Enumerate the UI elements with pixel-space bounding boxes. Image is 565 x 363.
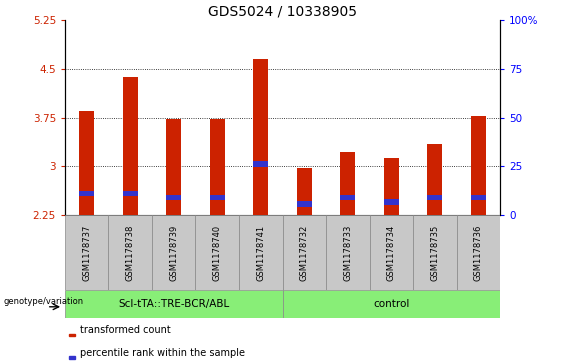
Bar: [457, 215, 500, 290]
Bar: [152, 215, 195, 290]
Text: transformed count: transformed count: [80, 325, 171, 335]
Bar: [166, 119, 181, 215]
Bar: [69, 334, 76, 336]
Bar: [79, 111, 94, 215]
Text: GSM1178735: GSM1178735: [431, 224, 439, 281]
Text: control: control: [373, 299, 410, 309]
Bar: [166, 195, 181, 200]
Bar: [297, 168, 312, 215]
Text: GSM1178737: GSM1178737: [82, 224, 91, 281]
Bar: [253, 162, 268, 167]
Bar: [123, 77, 138, 215]
Bar: [253, 59, 268, 215]
Bar: [282, 215, 326, 290]
Bar: [370, 215, 413, 290]
Text: Scl-tTA::TRE-BCR/ABL: Scl-tTA::TRE-BCR/ABL: [118, 299, 229, 309]
Bar: [123, 191, 138, 196]
Bar: [297, 201, 312, 207]
Text: GSM1178739: GSM1178739: [170, 224, 178, 281]
Bar: [427, 195, 442, 200]
Text: GSM1178733: GSM1178733: [344, 224, 352, 281]
Bar: [239, 215, 282, 290]
Bar: [413, 215, 457, 290]
Title: GDS5024 / 10338905: GDS5024 / 10338905: [208, 5, 357, 19]
Text: GSM1178738: GSM1178738: [126, 224, 134, 281]
Bar: [195, 215, 239, 290]
Bar: [471, 115, 486, 215]
Bar: [79, 191, 94, 196]
Text: GSM1178740: GSM1178740: [213, 224, 221, 281]
Bar: [210, 195, 225, 200]
Bar: [65, 215, 108, 290]
Bar: [340, 152, 355, 215]
Text: GSM1178734: GSM1178734: [387, 224, 396, 281]
Bar: [69, 356, 76, 359]
Text: percentile rank within the sample: percentile rank within the sample: [80, 348, 245, 358]
Text: GSM1178741: GSM1178741: [257, 224, 265, 281]
Text: GSM1178732: GSM1178732: [300, 224, 308, 281]
Bar: [427, 143, 442, 215]
Bar: [210, 119, 225, 215]
Bar: [471, 195, 486, 200]
Bar: [65, 290, 282, 318]
Text: GSM1178736: GSM1178736: [474, 224, 483, 281]
Bar: [340, 195, 355, 200]
Bar: [282, 290, 500, 318]
Bar: [108, 215, 152, 290]
Bar: [384, 158, 399, 215]
Bar: [384, 199, 399, 205]
Text: genotype/variation: genotype/variation: [3, 297, 84, 306]
Bar: [326, 215, 370, 290]
